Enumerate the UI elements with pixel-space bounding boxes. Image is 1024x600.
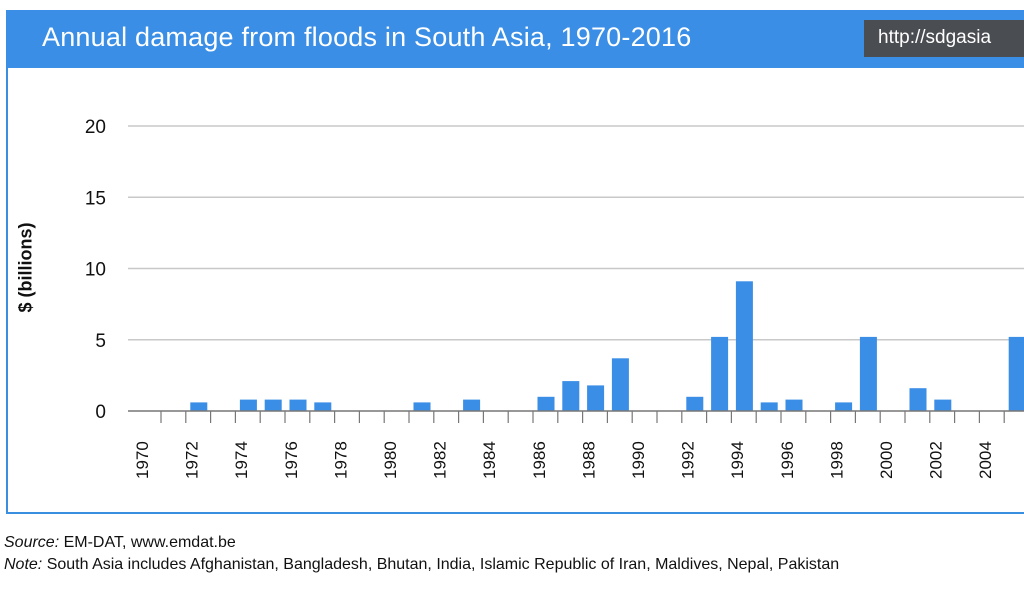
y-tick-label-20: 20: [85, 117, 106, 138]
bar-1985: [537, 396, 555, 412]
bar-1971: [190, 402, 208, 411]
x-tick-label-1976: 1976: [282, 441, 301, 479]
url-badge: [864, 20, 1024, 57]
bar-1982: [463, 399, 481, 411]
bar-2001: [934, 399, 952, 411]
source-text: EM-DAT, www.emdat.be: [59, 534, 236, 551]
note-text: South Asia includes Afghanistan, Banglad…: [42, 556, 840, 573]
bar-2004: [1008, 336, 1024, 411]
x-tick-label-1974: 1974: [232, 441, 251, 479]
x-tick-label-2000: 2000: [877, 441, 896, 479]
note-line: Note: South Asia includes Afghanistan, B…: [4, 556, 839, 574]
bar-2000: [909, 388, 927, 411]
x-tick-label-1972: 1972: [183, 441, 202, 479]
x-tick-label-1988: 1988: [579, 441, 598, 479]
x-axis: [128, 410, 1024, 423]
x-tick-label-1994: 1994: [728, 441, 747, 479]
bar-1995: [785, 399, 803, 411]
bar-1987: [587, 385, 605, 411]
x-tick-label-1998: 1998: [827, 441, 846, 479]
x-tick-label-1996: 1996: [778, 441, 797, 479]
url-text: http://sdgasia: [878, 27, 992, 48]
source-label: Source:: [4, 534, 60, 551]
y-tick-label-10: 10: [85, 260, 106, 281]
bar-1992: [711, 336, 729, 411]
chart-title: Annual damage from floods in South Asia,…: [42, 22, 692, 52]
y-tick-label-15: 15: [85, 188, 106, 209]
x-tick-label-1978: 1978: [331, 441, 350, 479]
source-line: Source: EM-DAT, www.emdat.be: [4, 534, 236, 552]
bar-1988: [611, 358, 629, 411]
bar-1980: [413, 402, 431, 411]
title-bar: [6, 10, 1024, 68]
y-tick-labels: 0 5 10 15 20: [85, 117, 106, 423]
x-tick-label-1986: 1986: [530, 441, 549, 479]
x-tick-label-2002: 2002: [927, 441, 946, 479]
bar-1991: [686, 396, 704, 412]
x-tick-label-1990: 1990: [629, 441, 648, 479]
y-tick-label-5: 5: [95, 331, 106, 352]
y-tick-label-0: 0: [95, 402, 106, 423]
x-tick-label-2004: 2004: [976, 441, 995, 479]
bar-1975: [289, 399, 307, 411]
bar-1993: [735, 281, 753, 411]
bar-1976: [314, 402, 332, 411]
bar-1998: [859, 336, 877, 411]
x-tick-label-1970: 1970: [133, 441, 152, 479]
x-tick-label-1984: 1984: [480, 441, 499, 479]
x-tick-label-1992: 1992: [679, 441, 698, 479]
bars: [190, 281, 1024, 412]
bar-1997: [835, 402, 853, 411]
x-tick-labels: 1970 1972 1974 1976 1978 1980 1982 1984 1986 1988…: [133, 441, 995, 479]
bar-1973: [239, 399, 257, 411]
chart-frame: [6, 10, 1024, 514]
x-tick-label-1980: 1980: [381, 441, 400, 479]
grid-lines: [128, 125, 1024, 341]
x-tick-label-1982: 1982: [431, 441, 450, 479]
bar-1986: [562, 381, 580, 411]
bar-1974: [264, 399, 282, 411]
note-label: Note:: [4, 556, 43, 573]
bar-1994: [760, 402, 778, 411]
